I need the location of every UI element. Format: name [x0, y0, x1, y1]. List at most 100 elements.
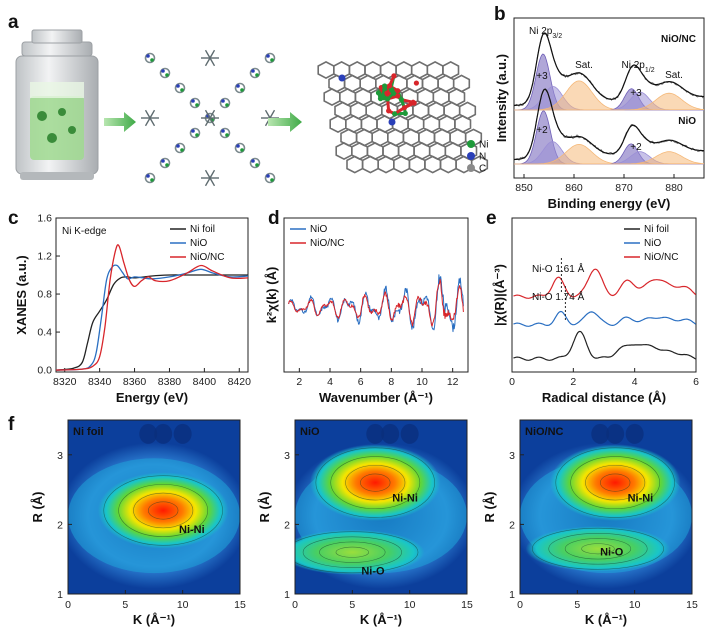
mof-node [249, 67, 261, 79]
mof-atom [266, 54, 270, 58]
y-tick-label: 3 [57, 450, 63, 462]
mof-atom [161, 159, 165, 163]
x-tick-label: 15 [461, 599, 473, 611]
y-tick-label: 1 [57, 589, 63, 601]
nio-atom [395, 93, 401, 99]
y-tick-label: 0.4 [37, 327, 52, 339]
mof-atom [251, 69, 255, 73]
mof-atom [191, 129, 195, 133]
y-axis-label: XANES (a.u.) [14, 255, 29, 334]
map-title: Ni foil [73, 426, 104, 438]
mof-atom [195, 133, 199, 137]
mof-atom [255, 73, 259, 77]
n-dopant-atom [338, 74, 346, 82]
mof-node [144, 52, 156, 64]
heatmap-blob [154, 423, 173, 444]
r-space-series-line [513, 330, 696, 361]
nio-atom [411, 100, 417, 106]
heatmap-hotspot [525, 526, 671, 572]
legend-marker [467, 152, 475, 160]
graphene-ring [346, 155, 364, 174]
mof-atom [150, 178, 154, 182]
mof-framework-illustration [141, 49, 279, 187]
fit-component [513, 151, 705, 165]
mof-linker [204, 109, 211, 119]
y-tick-label: 2 [509, 519, 515, 531]
mof-linker [209, 49, 216, 59]
mof-linker [204, 57, 211, 67]
k-space-series-line [288, 278, 464, 327]
mof-linker [204, 169, 211, 179]
mof-atom [146, 54, 150, 58]
xanes-series-line [55, 274, 248, 371]
nio-atom [402, 110, 408, 116]
mof-atom [240, 148, 244, 152]
mof-atom [240, 88, 244, 92]
nio-atom [395, 88, 401, 94]
heatmap-blob [366, 423, 385, 444]
graphene-ring [317, 60, 335, 80]
heatmap-blob [381, 423, 400, 444]
legend-label: NiO/NC [310, 238, 344, 249]
mof-node [234, 142, 246, 154]
x-tick-label: 880 [665, 182, 683, 194]
x-tick-label: 4 [632, 376, 638, 388]
mof-linker [269, 109, 276, 119]
mof-atom [270, 178, 274, 182]
mof-atom [165, 163, 169, 167]
x-tick-label: 6 [358, 376, 364, 388]
mof-atom [161, 69, 165, 73]
bond-label: Ni-Ni [628, 492, 654, 504]
plot-frame [511, 217, 697, 373]
mof-atom [270, 58, 274, 62]
legend-label: NiO [644, 238, 661, 249]
x-tick-label: 0 [65, 599, 71, 611]
y-axis-label: R (Å) [30, 491, 45, 522]
mof-atom [221, 99, 225, 103]
nio-atom [382, 83, 388, 89]
graphene-ring [361, 155, 379, 174]
panel-label-f: f [8, 414, 15, 435]
bond-label: Ni-Ni [179, 524, 205, 536]
mof-linker [209, 177, 216, 187]
contour-line [345, 464, 406, 501]
fit-component [513, 92, 705, 111]
panel-label-b: b [494, 4, 506, 25]
mof-atom [221, 129, 225, 133]
x-tick-label: 10 [629, 599, 641, 611]
x-axis-label: Energy (eV) [116, 390, 188, 405]
autoclave-illustration [15, 29, 99, 180]
panel-label-c: c [8, 208, 19, 229]
mof-linker [209, 169, 216, 179]
mof-atom [165, 73, 169, 77]
arrow-right-icon [104, 112, 136, 132]
n-dopant-atom [388, 118, 396, 126]
heatmap-blob [139, 423, 158, 444]
wavelet-map [68, 420, 240, 594]
nio-atom [413, 80, 419, 86]
graphene-ring [439, 155, 457, 174]
y-tick-label: 2 [284, 519, 290, 531]
x-tick-label: 0 [517, 599, 523, 611]
graphene-ring [408, 155, 426, 174]
y-axis-label: R (Å) [482, 491, 497, 522]
x-tick-label: 10 [404, 599, 416, 611]
oxidation-label: +3 [536, 71, 548, 82]
peak-label: Ni 2p3/2 [529, 26, 562, 40]
wavelet-map [520, 420, 692, 594]
contour-line [335, 546, 370, 558]
oxidation-label: +2 [630, 142, 642, 153]
nio-atom [392, 111, 398, 117]
mof-atom [251, 159, 255, 163]
nio-atom [384, 96, 391, 102]
nio-atom [386, 83, 393, 89]
x-tick-label: 5 [574, 599, 580, 611]
graphene-ring [424, 155, 442, 174]
heatmap-blob [173, 423, 192, 444]
mof-linker [149, 109, 156, 119]
legend-label: Ni foil [644, 224, 669, 235]
x-tick-label: 15 [686, 599, 698, 611]
arrow-right-icon [268, 112, 302, 132]
